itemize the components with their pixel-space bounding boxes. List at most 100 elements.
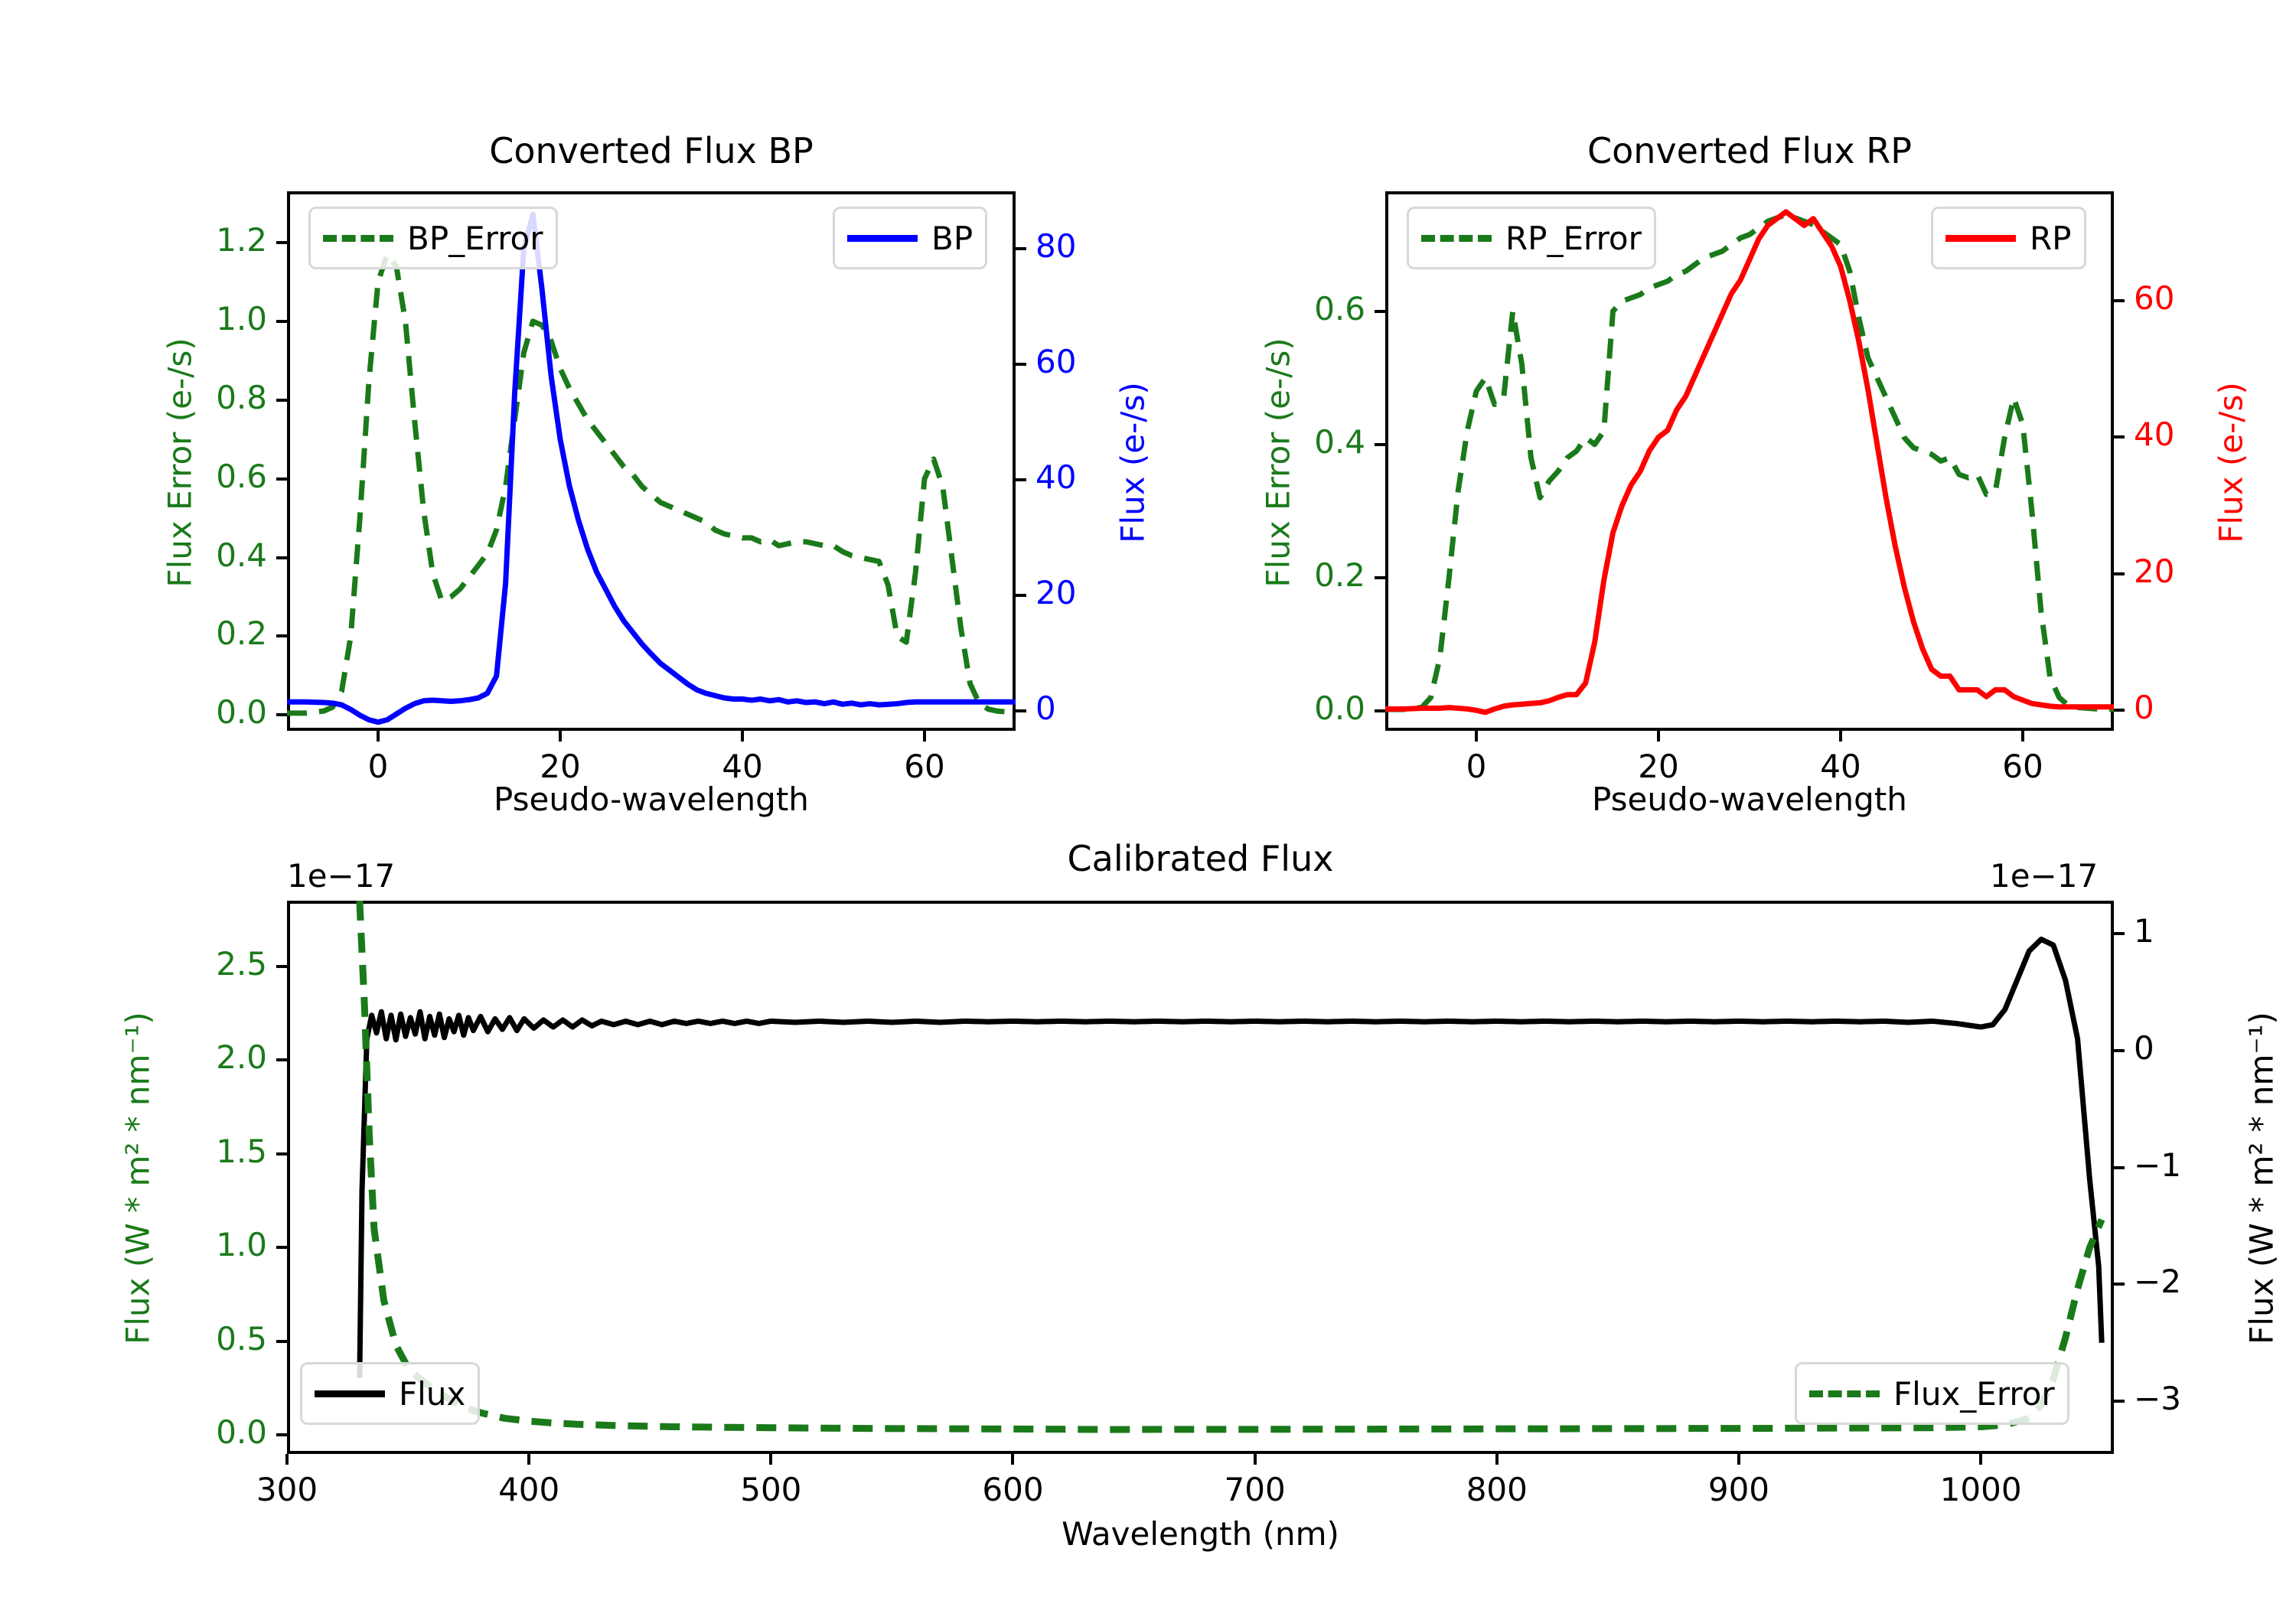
rp-legend-error[interactable]: RP_Error bbox=[1407, 207, 1656, 269]
cal-x-axis-label: Wavelength (nm) bbox=[1062, 1515, 1339, 1553]
tick-mark bbox=[1375, 442, 1385, 446]
tick-mark bbox=[276, 1152, 287, 1156]
tick-mark bbox=[2021, 731, 2024, 742]
tick-mark bbox=[2114, 709, 2125, 712]
tick-mark bbox=[1657, 731, 1660, 742]
rp-x-axis-label: Pseudo-wavelength bbox=[1592, 781, 1907, 818]
axis-tick-label: 60 bbox=[904, 748, 945, 785]
rp-plot-frame bbox=[1385, 191, 2114, 731]
axis-tick-label: 900 bbox=[1707, 1471, 1770, 1508]
bp-error-line-swatch-icon bbox=[323, 234, 393, 242]
cal-legend-error[interactable]: Flux_Error bbox=[1795, 1362, 2069, 1425]
axis-tick-label: −3 bbox=[2134, 1380, 2181, 1418]
axis-tick-label: 0.2 bbox=[1314, 556, 1365, 594]
cal-plot-frame bbox=[287, 901, 2114, 1454]
tick-mark bbox=[276, 713, 287, 717]
cal-legend-flux[interactable]: Flux bbox=[300, 1362, 481, 1425]
axis-tick-label: 0 bbox=[1466, 748, 1487, 785]
axis-tick-label: 500 bbox=[740, 1471, 802, 1508]
tick-mark bbox=[1375, 309, 1385, 313]
axis-tick-label: 0 bbox=[2134, 689, 2154, 727]
axis-tick-label: 1000 bbox=[1939, 1471, 2022, 1508]
rp-legend-flux-label: RP bbox=[2030, 219, 2072, 257]
cal-flux-line-swatch-icon bbox=[315, 1390, 385, 1397]
cal-right-axis-label: Flux (W * m² * nm⁻¹) bbox=[2242, 1012, 2281, 1345]
axis-tick-label: 0.6 bbox=[216, 457, 267, 495]
cal-legend-flux-label: Flux bbox=[399, 1374, 466, 1413]
axis-tick-label: −1 bbox=[2134, 1146, 2181, 1184]
rp-error-line-swatch-icon bbox=[1421, 234, 1492, 242]
cal-panel-title: Calibrated Flux bbox=[1067, 838, 1334, 879]
axis-tick-label: 400 bbox=[498, 1471, 560, 1508]
rp-flux-line-swatch-icon bbox=[1945, 234, 2016, 242]
tick-mark bbox=[2114, 1165, 2125, 1169]
tick-mark bbox=[1495, 1454, 1499, 1465]
cal-left-offset-text: 1e−17 bbox=[287, 857, 396, 895]
tick-mark bbox=[276, 1339, 287, 1343]
axis-tick-label: 80 bbox=[1035, 227, 1077, 266]
tick-mark bbox=[741, 731, 744, 742]
axis-tick-label: 2.0 bbox=[216, 1038, 267, 1077]
axis-tick-label: 1.0 bbox=[216, 299, 267, 337]
axis-tick-label: 60 bbox=[1035, 343, 1077, 381]
axis-tick-label: 600 bbox=[982, 1471, 1044, 1508]
rp-panel-title: Converted Flux RP bbox=[1587, 130, 1912, 171]
tick-mark bbox=[276, 398, 287, 402]
bp-panel-title: Converted Flux BP bbox=[489, 130, 814, 171]
bp-flux-line-swatch-icon bbox=[847, 234, 918, 242]
tick-mark bbox=[276, 1058, 287, 1062]
tick-mark bbox=[276, 1246, 287, 1250]
bp-plot-frame bbox=[287, 191, 1016, 731]
tick-mark bbox=[276, 964, 287, 968]
tick-mark bbox=[276, 319, 287, 323]
bp-legend-flux-label: BP bbox=[931, 219, 974, 257]
axis-tick-label: 60 bbox=[2002, 748, 2043, 785]
axis-tick-label: 2.5 bbox=[216, 944, 267, 983]
axis-tick-label: −2 bbox=[2134, 1263, 2181, 1301]
bp-x-axis-label: Pseudo-wavelength bbox=[494, 781, 809, 818]
tick-mark bbox=[1016, 709, 1026, 712]
axis-tick-label: 20 bbox=[1035, 573, 1077, 611]
tick-mark bbox=[285, 1454, 289, 1465]
axis-tick-label: 0.0 bbox=[216, 1413, 267, 1452]
tick-mark bbox=[2114, 1283, 2125, 1286]
tick-mark bbox=[2114, 298, 2125, 302]
rp-legend-flux[interactable]: RP bbox=[1931, 207, 2086, 269]
bp-legend-error[interactable]: BP_Error bbox=[308, 207, 558, 269]
tick-mark bbox=[1475, 731, 1478, 742]
tick-mark bbox=[1016, 593, 1026, 597]
tick-mark bbox=[2114, 931, 2125, 935]
axis-tick-label: 700 bbox=[1224, 1471, 1286, 1508]
axis-tick-label: 0 bbox=[2134, 1028, 2154, 1067]
tick-mark bbox=[1375, 709, 1385, 712]
axis-tick-label: 0.0 bbox=[1314, 689, 1365, 727]
axis-tick-label: 20 bbox=[2134, 552, 2175, 590]
tick-mark bbox=[377, 731, 380, 742]
axis-tick-label: 0.4 bbox=[216, 536, 267, 574]
axis-tick-label: 0.2 bbox=[216, 614, 267, 653]
axis-tick-label: 1.5 bbox=[216, 1132, 267, 1170]
tick-mark bbox=[1016, 478, 1026, 481]
tick-mark bbox=[1253, 1454, 1257, 1465]
cal-left-axis-label: Flux (W * m² * nm⁻¹) bbox=[119, 1012, 157, 1345]
cal-error-line-swatch-icon bbox=[1809, 1390, 1880, 1397]
tick-mark bbox=[1016, 247, 1026, 251]
tick-mark bbox=[2114, 435, 2125, 439]
axis-tick-label: 40 bbox=[722, 748, 763, 785]
axis-tick-label: 1.2 bbox=[216, 220, 267, 259]
tick-mark bbox=[276, 634, 287, 638]
bp-legend-flux[interactable]: BP bbox=[833, 207, 988, 269]
axis-tick-label: 300 bbox=[256, 1471, 318, 1508]
tick-mark bbox=[559, 731, 562, 742]
tick-mark bbox=[2114, 1400, 2125, 1403]
axis-tick-label: 0.4 bbox=[1314, 422, 1365, 461]
tick-mark bbox=[1016, 363, 1026, 367]
bp-legend-error-label: BP_Error bbox=[407, 219, 543, 257]
axis-tick-label: 20 bbox=[1638, 748, 1679, 785]
axis-tick-label: 0.0 bbox=[216, 693, 267, 732]
axis-tick-label: 60 bbox=[2134, 279, 2175, 317]
axis-tick-label: 40 bbox=[1035, 458, 1077, 496]
tick-mark bbox=[276, 240, 287, 244]
